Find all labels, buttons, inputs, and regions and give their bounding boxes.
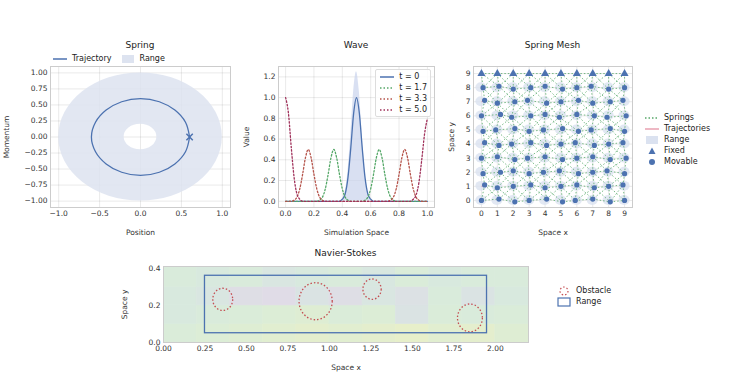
svg-text:0.5: 0.5 xyxy=(175,209,187,218)
html-text:Navier-Stokes: Navier-Stokes xyxy=(314,248,377,258)
svg-text:0.8: 0.8 xyxy=(264,114,276,123)
svg-text:2.00: 2.00 xyxy=(487,344,504,353)
svg-text:0: 0 xyxy=(479,209,484,218)
svg-text:0.00: 0.00 xyxy=(31,132,48,141)
svg-text:1.25: 1.25 xyxy=(363,344,380,353)
html-text:Trajectory: Trajectory xyxy=(72,54,112,63)
svg-text:Momentum: Momentum xyxy=(2,116,11,159)
svg-text:0.2: 0.2 xyxy=(264,176,276,185)
svg-text:−1.0: −1.0 xyxy=(50,209,68,218)
svg-text:1: 1 xyxy=(466,182,471,191)
svg-text:1.00: 1.00 xyxy=(31,68,48,77)
html-text:Spring Mesh: Spring Mesh xyxy=(524,40,581,50)
svg-text:0.4: 0.4 xyxy=(336,209,348,218)
svg-text:0.6: 0.6 xyxy=(365,209,377,218)
svg-text:7: 7 xyxy=(466,97,471,106)
svg-text:Simulation Space: Simulation Space xyxy=(324,228,390,237)
svg-text:0.0: 0.0 xyxy=(264,197,276,206)
svg-text:1.50: 1.50 xyxy=(404,344,421,353)
svg-text:0.50: 0.50 xyxy=(31,100,48,109)
svg-text:9: 9 xyxy=(466,69,471,78)
svg-text:−1.00: −1.00 xyxy=(25,196,48,205)
svg-text:Space y: Space y xyxy=(447,122,456,152)
svg-text:0.00: 0.00 xyxy=(155,344,172,353)
html-text:Spring: Spring xyxy=(125,40,155,50)
svg-text:0.2: 0.2 xyxy=(308,209,320,218)
svg-text:Position: Position xyxy=(126,228,155,237)
html-text:Fixed: Fixed xyxy=(664,146,685,155)
svg-text:−0.50: −0.50 xyxy=(25,164,48,173)
svg-text:Space y: Space y xyxy=(120,289,129,319)
svg-text:6: 6 xyxy=(466,111,471,120)
svg-text:−0.25: −0.25 xyxy=(25,148,48,157)
svg-text:0.25: 0.25 xyxy=(197,344,214,353)
svg-text:0.50: 0.50 xyxy=(238,344,255,353)
html-text:Range: Range xyxy=(139,54,165,63)
html-text:t = 1.7: t = 1.7 xyxy=(399,83,427,92)
svg-text:7: 7 xyxy=(590,209,595,218)
svg-text:0.4: 0.4 xyxy=(264,155,276,164)
svg-text:0.2: 0.2 xyxy=(149,301,161,310)
svg-text:0.6: 0.6 xyxy=(264,134,276,143)
svg-text:Value: Value xyxy=(242,126,251,147)
svg-text:6: 6 xyxy=(574,209,579,218)
svg-text:0.4: 0.4 xyxy=(149,264,161,273)
svg-text:0: 0 xyxy=(466,196,471,205)
html-text:Obstacle: Obstacle xyxy=(576,286,612,295)
svg-text:Space x: Space x xyxy=(538,228,568,237)
svg-text:−0.75: −0.75 xyxy=(25,180,48,189)
svg-text:−0.5: −0.5 xyxy=(90,209,108,218)
svg-text:0.75: 0.75 xyxy=(280,344,297,353)
html-text:Range: Range xyxy=(664,135,690,144)
svg-text:0.75: 0.75 xyxy=(31,84,48,93)
svg-text:0.25: 0.25 xyxy=(31,116,48,125)
svg-text:1.2: 1.2 xyxy=(264,72,276,81)
svg-text:3: 3 xyxy=(466,154,471,163)
svg-text:1: 1 xyxy=(495,209,500,218)
svg-text:8: 8 xyxy=(466,83,471,92)
html-text:Range: Range xyxy=(576,297,602,306)
svg-text:5: 5 xyxy=(559,209,564,218)
svg-text:1.0: 1.0 xyxy=(216,209,228,218)
svg-text:0.0: 0.0 xyxy=(148,337,161,347)
html-text:t = 5.0: t = 5.0 xyxy=(399,105,427,114)
svg-text:9: 9 xyxy=(622,209,627,218)
html-text:t = 3.3: t = 3.3 xyxy=(399,94,427,103)
svg-text:0.0: 0.0 xyxy=(135,209,147,218)
svg-text:0.8: 0.8 xyxy=(393,209,405,218)
svg-text:0.0: 0.0 xyxy=(280,209,292,218)
html-text:t = 0: t = 0 xyxy=(399,72,420,81)
html-text:Movable: Movable xyxy=(664,157,698,166)
svg-text:8: 8 xyxy=(606,209,611,218)
svg-text:1.00: 1.00 xyxy=(321,344,338,353)
svg-text:Space x: Space x xyxy=(331,363,361,372)
svg-text:3: 3 xyxy=(527,209,532,218)
html-text:Wave: Wave xyxy=(343,40,369,50)
html-text:Trajectories: Trajectories xyxy=(664,124,711,133)
svg-text:1.0: 1.0 xyxy=(421,209,433,218)
html-text:Springs: Springs xyxy=(664,113,694,122)
svg-text:1.75: 1.75 xyxy=(445,344,462,353)
svg-text:4: 4 xyxy=(466,139,471,148)
svg-text:4: 4 xyxy=(543,209,548,218)
svg-text:2: 2 xyxy=(466,168,471,177)
svg-text:2: 2 xyxy=(511,209,516,218)
svg-text:1.0: 1.0 xyxy=(264,93,276,102)
svg-text:5: 5 xyxy=(466,125,471,134)
